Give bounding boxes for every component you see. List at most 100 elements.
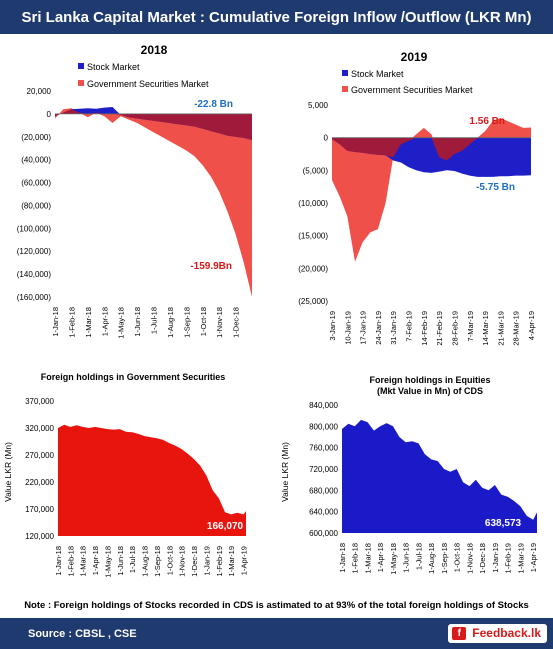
chart-2019-xtick-label: 4-Apr-19 bbox=[527, 311, 536, 340]
equity-holdings-ytick-label: 840,000 bbox=[309, 401, 338, 410]
chart-2018-ytick-label: (40,000) bbox=[21, 156, 51, 165]
chart-2019-ytick-label: (25,000) bbox=[298, 297, 328, 306]
feedback-logo-icon: f bbox=[452, 627, 467, 640]
chart-2019-ytick-label: 0 bbox=[324, 134, 329, 143]
gov-holdings-xtick-label: 1-Jan-18 bbox=[54, 546, 63, 576]
logo-text: Feedback.lk bbox=[472, 626, 541, 640]
feedback-logo[interactable]: f Feedback.lk bbox=[448, 624, 547, 643]
title-banner: Sri Lanka Capital Market : Cumulative Fo… bbox=[0, 0, 553, 34]
chart-2018-xtick-label: 1-Nov-18 bbox=[215, 307, 224, 338]
gov-holdings-xtick-label: 1-Oct-18 bbox=[165, 546, 174, 575]
chart-2019-title: 2019 bbox=[401, 50, 428, 64]
gov-holdings-xtick-label: 1-Jun-18 bbox=[116, 546, 125, 576]
chart-2018-legend-label: Stock Market bbox=[87, 62, 140, 72]
equity-holdings-xtick-label: 1-Aug-18 bbox=[427, 543, 436, 574]
equity-holdings-title: Foreign holdings in Equities bbox=[370, 375, 491, 385]
chart-2018-xtick-label: 1-Apr-18 bbox=[100, 307, 109, 336]
gov-holdings-xtick-label: 1-Feb-19 bbox=[215, 546, 224, 576]
equity-holdings-annotation: 638,573 bbox=[485, 518, 522, 529]
equity-holdings-xtick-label: 1-Sep-18 bbox=[440, 543, 449, 574]
gov-holdings-ytick-label: 170,000 bbox=[25, 505, 54, 514]
chart-2019-xtick-label: 21-Feb-19 bbox=[435, 311, 444, 346]
chart-2018-ytick-label: 20,000 bbox=[27, 87, 52, 96]
gov-holdings-ytick-label: 270,000 bbox=[25, 451, 54, 460]
chart-2018-gov-annotation: -159.9Bn bbox=[190, 261, 232, 272]
chart-2019-xtick-label: 14-Feb-19 bbox=[420, 311, 429, 346]
chart-2018-xtick-label: 1-Jul-18 bbox=[150, 307, 159, 334]
chart-2019-xtick-label: 24-Jan-19 bbox=[374, 311, 383, 345]
gov-holdings-xtick-label: 1-Mar-18 bbox=[79, 546, 88, 576]
equity-holdings-ytick-label: 640,000 bbox=[309, 508, 338, 517]
chart-2019-xtick-label: 3-Jan-19 bbox=[328, 311, 337, 341]
equity-holdings-ytick-label: 720,000 bbox=[309, 465, 338, 474]
gov-holdings-title: Foreign holdings in Government Securitie… bbox=[41, 372, 226, 382]
chart-2019-legend-swatch bbox=[342, 86, 348, 92]
chart-2018-xtick-label: 1-Oct-18 bbox=[199, 307, 208, 336]
chart-2018-legend-label: Government Securities Market bbox=[87, 79, 209, 89]
chart-2018-title: 2018 bbox=[141, 43, 168, 57]
chart-2018-xtick-label: 1-Mar-18 bbox=[84, 307, 93, 337]
equity-holdings-xtick-label: 1-Nov-18 bbox=[465, 543, 474, 574]
gov-holdings-ylabel: Value LKR (Mn) bbox=[3, 442, 13, 502]
gov-holdings-ytick-label: 120,000 bbox=[25, 532, 54, 541]
gov-holdings-xtick-label: 1-Apr-18 bbox=[91, 546, 100, 575]
chart-2019-stock-annotation: -5.75 Bn bbox=[476, 182, 515, 193]
chart-2019-ytick-label: (15,000) bbox=[298, 232, 328, 241]
chart-2018-xtick-label: 1-Feb-18 bbox=[67, 307, 76, 337]
equity-holdings-xtick-label: 1-Mar-18 bbox=[363, 543, 372, 573]
chart-2019-overlap-area bbox=[332, 137, 531, 161]
chart-2018-ytick-label: (80,000) bbox=[21, 201, 51, 210]
gov-holdings-annotation: 166,070 bbox=[207, 521, 244, 532]
chart-2018-ytick-label: (100,000) bbox=[17, 224, 52, 233]
chart-2019-legend-label: Stock Market bbox=[351, 69, 404, 79]
chart-2018-ytick-label: (60,000) bbox=[21, 179, 51, 188]
gov-holdings-area bbox=[58, 424, 246, 536]
chart-2019-xtick-label: 10-Jan-19 bbox=[343, 311, 352, 345]
equity-holdings-xtick-label: 1-Feb-18 bbox=[351, 543, 360, 573]
gov-holdings-xtick-label: 1-Dec-18 bbox=[190, 546, 199, 577]
equity-holdings-xtick-label: 1-Mar-19 bbox=[516, 543, 525, 573]
equity-holdings-area bbox=[342, 419, 537, 533]
chart-2019-gov-annotation: 1.56 Bn bbox=[469, 116, 505, 127]
chart-2018-xtick-label: 1-May-18 bbox=[117, 307, 126, 339]
equity-holdings-ytick-label: 800,000 bbox=[309, 422, 338, 431]
chart-2019-ytick-label: (20,000) bbox=[298, 264, 328, 273]
chart-2019-legend-label: Government Securities Market bbox=[351, 85, 473, 95]
gov-holdings-ytick-label: 220,000 bbox=[25, 478, 54, 487]
equity-holdings-subtitle: (Mkt Value in Mn) of CDS bbox=[377, 386, 483, 396]
equity-holdings-xtick-label: 1-Dec-18 bbox=[478, 543, 487, 574]
chart-2018-stock-annotation: -22.8 Bn bbox=[194, 99, 233, 110]
gov-holdings-xtick-label: 1-Mar-19 bbox=[227, 546, 236, 576]
gov-holdings-ytick-label: 370,000 bbox=[25, 397, 54, 406]
equity-holdings-xtick-label: 1-May-18 bbox=[389, 543, 398, 575]
chart-2018-ytick-label: 0 bbox=[47, 110, 52, 119]
gov-holdings-xtick-label: 1-Aug-18 bbox=[141, 546, 150, 577]
gov-holdings-ytick-label: 320,000 bbox=[25, 424, 54, 433]
chart-2018-xtick-label: 1-Jan-18 bbox=[51, 307, 60, 337]
chart-2018-xtick-label: 1-Aug-18 bbox=[166, 307, 175, 338]
gov-holdings-xtick-label: 1-Jul-18 bbox=[128, 546, 137, 573]
equity-holdings-xtick-label: 1-Apr-18 bbox=[376, 543, 385, 572]
chart-2018-xtick-label: 1-Dec-18 bbox=[232, 307, 241, 338]
chart-2018-xtick-label: 1-Sep-18 bbox=[182, 307, 191, 338]
chart-2018-ytick-label: (140,000) bbox=[17, 270, 52, 279]
chart-2019-xtick-label: 28-Feb-19 bbox=[450, 311, 459, 346]
equity-holdings-xtick-label: 1-Apr-19 bbox=[529, 543, 538, 572]
chart-2018-ytick-label: (20,000) bbox=[21, 133, 51, 142]
gov-holdings-xtick-label: 1-May-18 bbox=[103, 546, 112, 578]
chart-2019-xtick-label: 28-Mar-19 bbox=[512, 311, 521, 346]
chart-2019-xtick-label: 7-Mar-19 bbox=[466, 311, 475, 341]
chart-2018-xtick-label: 1-Jun-18 bbox=[133, 307, 142, 337]
chart-2019-ytick-label: (10,000) bbox=[298, 199, 328, 208]
gov-holdings-xtick-label: 1-Nov-18 bbox=[178, 546, 187, 577]
page-title: Sri Lanka Capital Market : Cumulative Fo… bbox=[21, 8, 532, 26]
chart-2018-ytick-label: (120,000) bbox=[17, 247, 52, 256]
chart-2019-xtick-label: 17-Jan-19 bbox=[359, 311, 368, 345]
source-banner: Source : CBSL , CSE f Feedback.lk bbox=[0, 618, 553, 649]
chart-2019-legend-swatch bbox=[342, 70, 348, 76]
equity-holdings-xtick-label: 1-Feb-19 bbox=[504, 543, 513, 573]
chart-2018-legend-swatch bbox=[78, 80, 84, 86]
gov-holdings-xtick-label: 1-Apr-19 bbox=[240, 546, 249, 575]
chart-2019-ytick-label: (5,000) bbox=[303, 166, 329, 175]
